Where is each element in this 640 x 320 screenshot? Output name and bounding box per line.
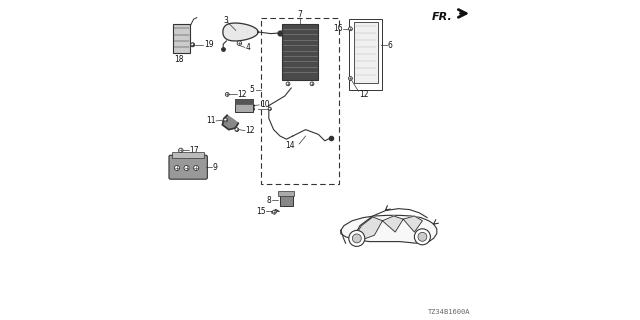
Text: 12: 12 bbox=[237, 90, 247, 99]
Circle shape bbox=[273, 210, 276, 214]
Circle shape bbox=[352, 234, 362, 243]
Polygon shape bbox=[223, 23, 258, 41]
Polygon shape bbox=[383, 216, 403, 232]
Polygon shape bbox=[223, 115, 239, 130]
Bar bbox=[282, 24, 319, 80]
Circle shape bbox=[224, 118, 228, 122]
Circle shape bbox=[237, 41, 242, 45]
Text: 9: 9 bbox=[212, 163, 218, 172]
Bar bbox=[354, 22, 378, 83]
Text: 6: 6 bbox=[388, 41, 393, 50]
Bar bbox=[172, 152, 204, 158]
Bar bbox=[349, 19, 383, 90]
Text: 19: 19 bbox=[204, 40, 214, 49]
Text: 14: 14 bbox=[285, 141, 294, 150]
Circle shape bbox=[310, 82, 314, 86]
Text: 16: 16 bbox=[333, 24, 342, 33]
Text: 13: 13 bbox=[246, 104, 256, 113]
Text: 15: 15 bbox=[256, 207, 266, 216]
Text: 7: 7 bbox=[298, 10, 303, 19]
Text: 5: 5 bbox=[250, 85, 254, 94]
Circle shape bbox=[193, 165, 198, 171]
Circle shape bbox=[174, 165, 179, 171]
Text: 12: 12 bbox=[246, 126, 255, 135]
Bar bbox=[236, 99, 253, 112]
Circle shape bbox=[286, 82, 290, 86]
Circle shape bbox=[179, 148, 183, 153]
Polygon shape bbox=[403, 216, 422, 232]
Circle shape bbox=[191, 43, 195, 47]
Circle shape bbox=[349, 230, 365, 246]
Text: 11: 11 bbox=[206, 116, 215, 125]
Bar bbox=[236, 99, 253, 104]
Bar bbox=[261, 18, 339, 184]
Circle shape bbox=[225, 92, 229, 96]
Circle shape bbox=[348, 76, 352, 80]
Circle shape bbox=[418, 232, 427, 241]
Circle shape bbox=[415, 229, 431, 245]
Text: 3: 3 bbox=[223, 16, 228, 25]
FancyBboxPatch shape bbox=[169, 155, 207, 179]
Text: 4: 4 bbox=[246, 43, 250, 52]
Text: FR.: FR. bbox=[432, 12, 453, 22]
Circle shape bbox=[268, 107, 271, 110]
Text: 10: 10 bbox=[260, 100, 269, 109]
Circle shape bbox=[348, 27, 352, 31]
Bar bbox=[280, 194, 293, 206]
Text: 12: 12 bbox=[359, 90, 369, 99]
Circle shape bbox=[184, 165, 189, 171]
Circle shape bbox=[235, 128, 239, 132]
Text: TZ34B1600A: TZ34B1600A bbox=[428, 309, 470, 315]
Text: 8: 8 bbox=[267, 196, 271, 204]
Bar bbox=[278, 191, 294, 196]
Bar bbox=[173, 24, 191, 53]
Polygon shape bbox=[353, 217, 383, 239]
Circle shape bbox=[191, 43, 195, 47]
Text: 17: 17 bbox=[189, 146, 199, 155]
Text: 18: 18 bbox=[175, 55, 184, 64]
Polygon shape bbox=[340, 215, 437, 243]
